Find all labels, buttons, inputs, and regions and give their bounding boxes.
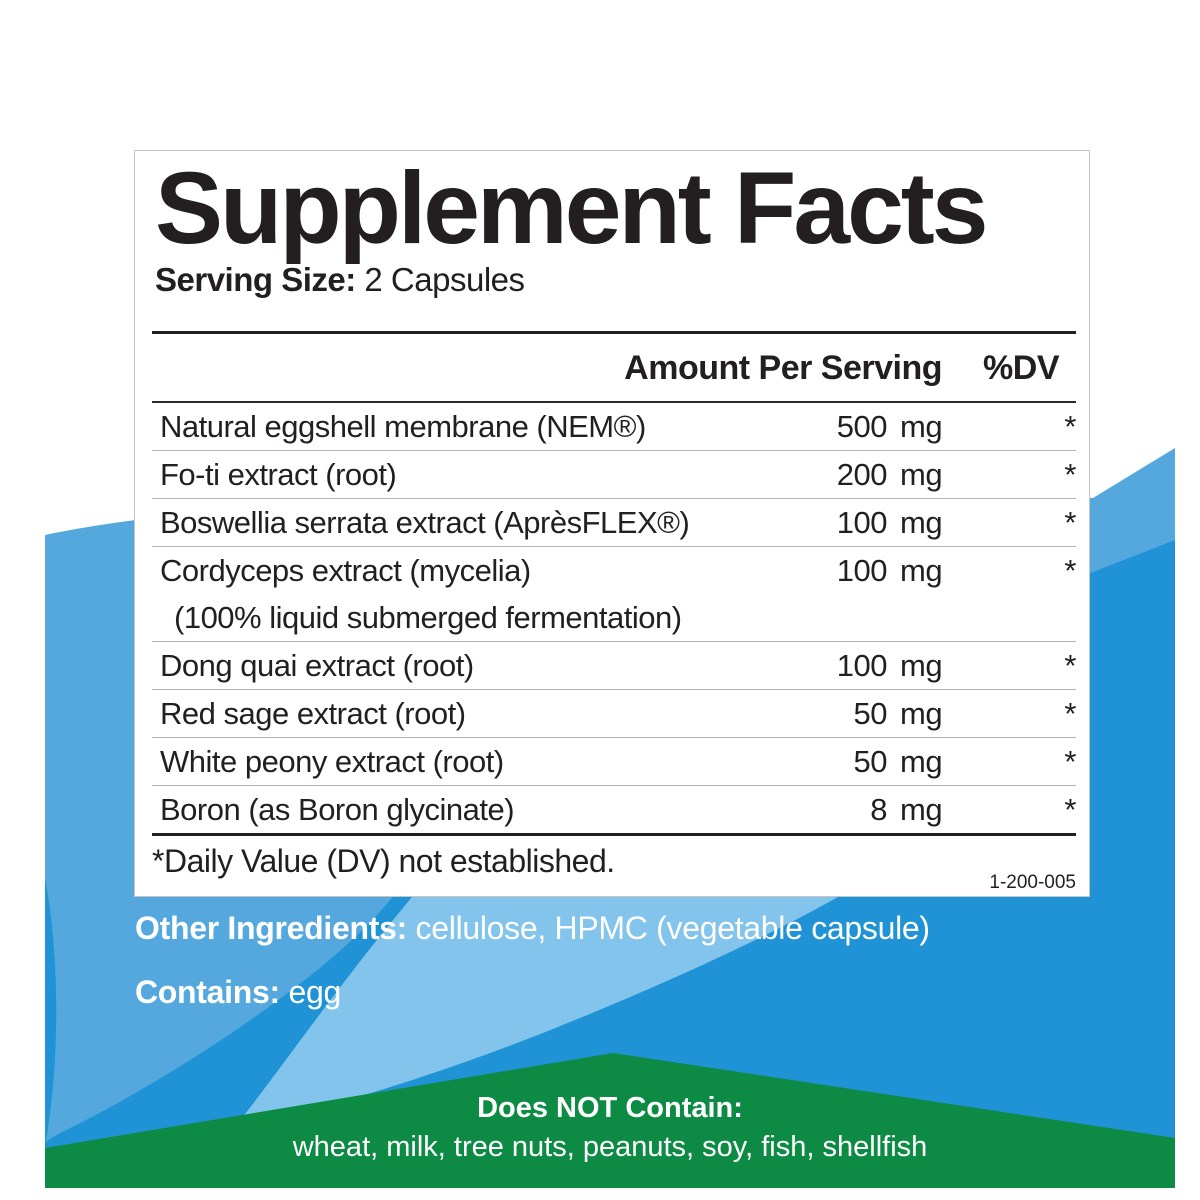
ingredient-amount: 50	[853, 696, 888, 731]
ingredient-dv: *	[1064, 696, 1076, 731]
table-row: Boron (as Boron glycinate) 8 mg *	[152, 786, 1077, 833]
daily-value-footnote: *Daily Value (DV) not established.	[152, 843, 615, 879]
ingredient-table: Natural eggshell membrane (NEM®) 500 mg * Fo…	[152, 401, 1077, 893]
ingredient-name: Dong quai extract (root)	[160, 648, 474, 683]
serving-size-line: Serving Size: 2 Capsules	[155, 261, 525, 299]
ingredient-unit: mg	[900, 744, 943, 779]
ingredient-dv: *	[1064, 792, 1076, 827]
serving-size-value: 2 Capsules	[364, 261, 525, 298]
ingredient-amount: 200	[836, 457, 888, 492]
ingredient-amount: 8	[870, 792, 887, 827]
ingredient-amount: 50	[853, 744, 888, 779]
ingredient-name: Boswellia serrata extract (AprèsFLEX®)	[160, 505, 690, 540]
ingredient-dv: *	[1064, 505, 1076, 540]
green-hill	[45, 1053, 1175, 1188]
supplement-rows: Natural eggshell membrane (NEM®) 500 mg * Fo…	[152, 403, 1077, 833]
footnote-area: *Daily Value (DV) not established. 1-200…	[152, 833, 1076, 893]
ingredient-name: Boron (as Boron glycinate)	[160, 792, 515, 827]
bright-blue-swoosh	[232, 897, 838, 1130]
does-not-contain-heading: Does NOT Contain:	[477, 1092, 743, 1124]
ingredient-dv: *	[1064, 553, 1076, 588]
label-code: 1-200-005	[989, 872, 1076, 893]
top-rule	[152, 331, 1076, 334]
other-ingredients-line: Other Ingredients: cellulose, HPMC (vege…	[135, 910, 930, 947]
table-row: Fo-ti extract (root) 200 mg *	[152, 451, 1077, 499]
does-not-contain-items: wheat, milk, tree nuts, peanuts, soy, fi…	[292, 1131, 928, 1163]
ingredient-amount: 100	[836, 553, 888, 588]
contains-label: Contains:	[135, 974, 280, 1010]
contains-value: egg	[279, 974, 341, 1010]
table-row: Red sage extract (root) 50 mg *	[152, 690, 1077, 738]
left-edge-blue-sliver	[45, 878, 57, 1147]
ingredient-name: Red sage extract (root)	[160, 696, 466, 731]
other-ingredients-label: Other Ingredients:	[135, 910, 407, 946]
ingredient-unit: mg	[900, 505, 943, 540]
dv-header: %DV	[983, 349, 1059, 387]
serving-size-label: Serving Size:	[155, 261, 356, 298]
ingredient-unit: mg	[900, 648, 943, 683]
ingredient-dv: *	[1064, 409, 1076, 444]
table-row: Natural eggshell membrane (NEM®) 500 mg *	[152, 403, 1077, 451]
ingredient-unit: mg	[900, 792, 943, 827]
ingredient-amount: 100	[836, 505, 888, 540]
table-row: White peony extract (root) 50 mg *	[152, 738, 1077, 786]
panel-title: Supplement Facts	[155, 151, 989, 265]
ingredient-name: Cordyceps extract (mycelia) (100% liquid …	[152, 547, 752, 641]
table-row: Cordyceps extract (mycelia) (100% liquid …	[152, 547, 1077, 642]
ingredient-unit: mg	[900, 696, 943, 731]
ingredient-unit: mg	[900, 409, 943, 444]
table-row: Dong quai extract (root) 100 mg *	[152, 642, 1077, 690]
ingredient-name: Fo-ti extract (root)	[160, 457, 397, 492]
other-ingredients-value: cellulose, HPMC (vegetable capsule)	[406, 910, 931, 946]
ingredient-name-line2: (100% liquid submerged fermentation)	[174, 600, 682, 635]
ingredient-unit: mg	[900, 457, 943, 492]
contains-line: Contains: egg	[135, 974, 341, 1011]
table-row: Boswellia serrata extract (AprèsFLEX®) 10…	[152, 499, 1077, 547]
ingredient-name: White peony extract (root)	[160, 744, 504, 779]
ingredient-dv: *	[1064, 648, 1076, 683]
supplement-facts-panel: Supplement Facts Serving Size: 2 Capsule…	[134, 150, 1090, 897]
ingredient-dv: *	[1064, 457, 1076, 492]
amount-per-serving-header: Amount Per Serving	[624, 349, 942, 387]
ingredient-unit: mg	[900, 553, 943, 588]
ingredient-name: Natural eggshell membrane (NEM®)	[160, 409, 646, 444]
ingredient-dv: *	[1064, 744, 1076, 779]
ingredient-amount: 500	[836, 409, 888, 444]
ingredient-amount: 100	[836, 648, 888, 683]
